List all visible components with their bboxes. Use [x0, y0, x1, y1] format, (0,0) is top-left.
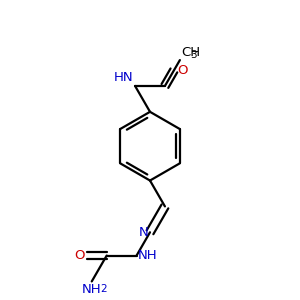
Text: CH: CH — [182, 46, 200, 59]
Text: N: N — [139, 226, 148, 239]
Text: NH: NH — [82, 283, 102, 296]
Text: HN: HN — [114, 71, 134, 85]
Text: NH: NH — [138, 249, 158, 262]
Text: O: O — [177, 64, 188, 77]
Text: 2: 2 — [100, 284, 107, 294]
Text: 3: 3 — [190, 50, 196, 60]
Text: O: O — [74, 249, 84, 262]
